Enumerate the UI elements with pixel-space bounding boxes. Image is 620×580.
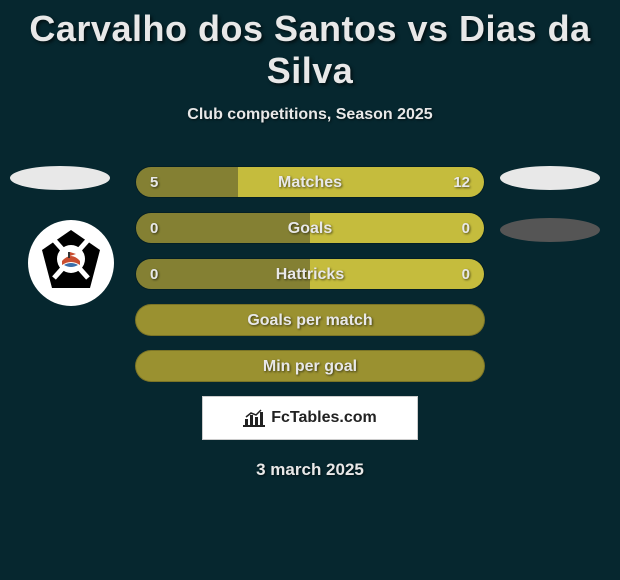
stat-value-right: 0 (462, 259, 470, 290)
player2-badge-ellipse-2 (500, 218, 600, 242)
chart-icon (243, 409, 265, 427)
stat-row: Min per goal (135, 350, 485, 382)
page-title: Carvalho dos Santos vs Dias da Silva (0, 0, 620, 92)
crest-icon (36, 228, 106, 298)
stat-row: Hattricks0 0 (135, 258, 485, 290)
stat-rows: Matches512Goals00Hattricks00Goals per ma… (135, 166, 485, 382)
subtitle: Club competitions, Season 2025 (0, 106, 620, 124)
stat-label: Matches (136, 167, 484, 198)
player1-badge-ellipse (10, 166, 110, 190)
player2-badge-ellipse-1 (500, 166, 600, 190)
comparison-panel: Matches512Goals00Hattricks00Goals per ma… (0, 166, 620, 480)
stat-row: Goals per match (135, 304, 485, 336)
stat-value-right: 12 (453, 167, 470, 198)
stat-row: Matches5 12 (135, 166, 485, 198)
stat-label: Goals (136, 213, 484, 244)
branding-box: FcTables.com (202, 396, 418, 440)
stat-value-left: 5 (150, 167, 158, 198)
stat-row: Goals0 0 (135, 212, 485, 244)
stat-value-left: 0 (150, 259, 158, 290)
stat-label: Hattricks (136, 259, 484, 290)
branding-text: FcTables.com (271, 409, 377, 427)
stat-label: Min per goal (136, 351, 484, 382)
date-text: 3 march 2025 (0, 460, 620, 480)
stat-label: Goals per match (136, 305, 484, 336)
club-crest (28, 220, 114, 306)
stat-value-right: 0 (462, 213, 470, 244)
stat-value-left: 0 (150, 213, 158, 244)
